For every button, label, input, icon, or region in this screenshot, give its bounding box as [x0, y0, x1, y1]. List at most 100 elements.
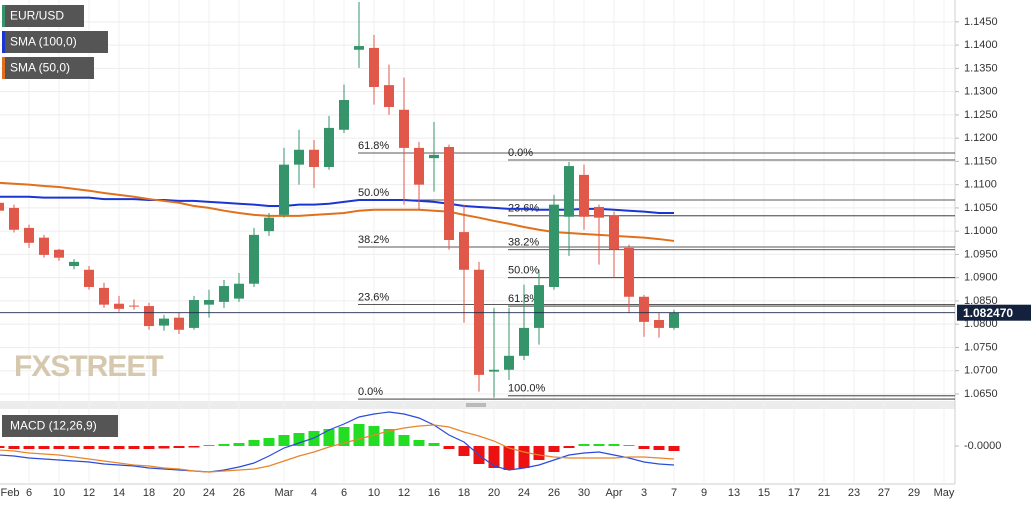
x-tick-label: 20 — [173, 487, 185, 499]
candle-body — [264, 217, 274, 232]
x-tick-label: 23 — [848, 487, 860, 499]
y-tick-label: -0.0000 — [964, 440, 1001, 452]
macd-bar — [383, 429, 395, 446]
candle-body — [579, 174, 589, 217]
fib-label: 61.8% — [358, 140, 389, 152]
candle-body — [39, 237, 49, 255]
candle-body — [639, 296, 649, 322]
y-tick-label: 1.0800 — [964, 318, 998, 330]
y-tick-label: 1.0950 — [964, 248, 998, 260]
macd-bar — [593, 444, 605, 446]
last-price-tag — [957, 304, 1031, 321]
macd-bar — [488, 446, 500, 468]
x-tick-label: 26 — [548, 487, 560, 499]
macd-bar — [158, 446, 170, 449]
x-tick-label: 12 — [83, 487, 95, 499]
candle-body — [9, 207, 19, 230]
x-tick-label: 15 — [758, 487, 770, 499]
y-tick-label: 1.1100 — [964, 179, 997, 191]
x-tick-label: 4 — [311, 487, 317, 499]
y-tick-label: 1.0850 — [964, 295, 998, 307]
candle-body — [459, 232, 469, 270]
x-tick-label: 16 — [428, 487, 440, 499]
x-tick-label: 18 — [458, 487, 470, 499]
candle-body — [204, 300, 214, 305]
x-tick-label: 7 — [671, 487, 677, 499]
sma-line — [0, 181, 675, 242]
x-tick-label: 30 — [578, 487, 590, 499]
candle-body — [489, 369, 499, 372]
candle-body — [84, 269, 94, 287]
macd-bar — [638, 446, 650, 449]
macd-bar — [623, 445, 635, 446]
x-tick-label: 13 — [728, 487, 740, 499]
macd-bar — [218, 444, 230, 446]
legend-swatch — [2, 31, 5, 53]
fib-label: 38.2% — [358, 234, 389, 246]
fib-label: 0.0% — [508, 147, 533, 159]
x-tick-label: 6 — [26, 487, 32, 499]
candle-body — [609, 215, 619, 250]
x-tick-label: 29 — [908, 487, 920, 499]
candle-body — [384, 85, 394, 107]
candle-body — [534, 285, 544, 328]
x-tick-label: 18 — [143, 487, 155, 499]
candle-body — [189, 300, 199, 328]
candle-body — [624, 247, 634, 297]
y-tick-label: 1.0900 — [964, 272, 998, 284]
x-tick-label: 21 — [818, 487, 830, 499]
candle-body — [0, 202, 4, 211]
macd-bar — [443, 446, 455, 449]
macd-bar — [353, 424, 365, 446]
legend-swatch — [2, 5, 5, 27]
macd-bar — [338, 427, 350, 446]
y-tick-label: 1.1400 — [964, 39, 998, 51]
y-tick-label: 1.0750 — [964, 341, 998, 353]
legend-label: SMA (100,0) — [10, 35, 77, 49]
candle-body — [219, 286, 229, 302]
macd-bar — [188, 446, 200, 448]
candle-body — [24, 227, 34, 243]
x-tick-label: 24 — [518, 487, 530, 499]
fib-label: 38.2% — [508, 237, 539, 249]
x-tick-label: Feb — [1, 487, 20, 499]
macd-bar — [68, 446, 80, 449]
candle-body — [159, 318, 169, 326]
macd-bar — [668, 446, 680, 451]
last-price-label: 1.082470 — [963, 306, 1013, 320]
macd-bar — [248, 440, 260, 446]
x-tick-label: 27 — [878, 487, 890, 499]
x-tick-label: 20 — [488, 487, 500, 499]
macd-bar — [548, 446, 560, 452]
candle-body — [414, 147, 424, 185]
macd-bar — [578, 444, 590, 446]
x-tick-label: Mar — [275, 487, 294, 499]
candle-body — [369, 47, 379, 87]
y-tick-label: 1.0700 — [964, 365, 998, 377]
panel-separator — [0, 401, 955, 409]
candle-body — [504, 355, 514, 370]
x-tick-label: Apr — [605, 487, 622, 499]
legend-label: SMA (50,0) — [10, 61, 70, 75]
sma-line — [0, 195, 674, 215]
legend-box — [2, 31, 108, 53]
macd-title: MACD (12,26,9) — [10, 419, 97, 433]
macd-bar — [128, 446, 140, 449]
macd-bar — [608, 444, 620, 446]
x-tick-label: 6 — [341, 487, 347, 499]
candle-body — [654, 320, 664, 328]
macd-bar — [293, 433, 305, 446]
macd-bar — [413, 440, 425, 446]
macd-bar — [0, 446, 5, 448]
candle-body — [54, 249, 64, 258]
macd-bar — [278, 435, 290, 446]
candle-body — [324, 127, 334, 167]
macd-bar — [233, 443, 245, 446]
macd-bar — [113, 446, 125, 449]
macd-bar — [83, 446, 95, 449]
macd-line — [0, 424, 675, 473]
candle-body — [129, 305, 139, 307]
macd-bar — [38, 446, 50, 449]
macd-bar — [323, 429, 335, 446]
